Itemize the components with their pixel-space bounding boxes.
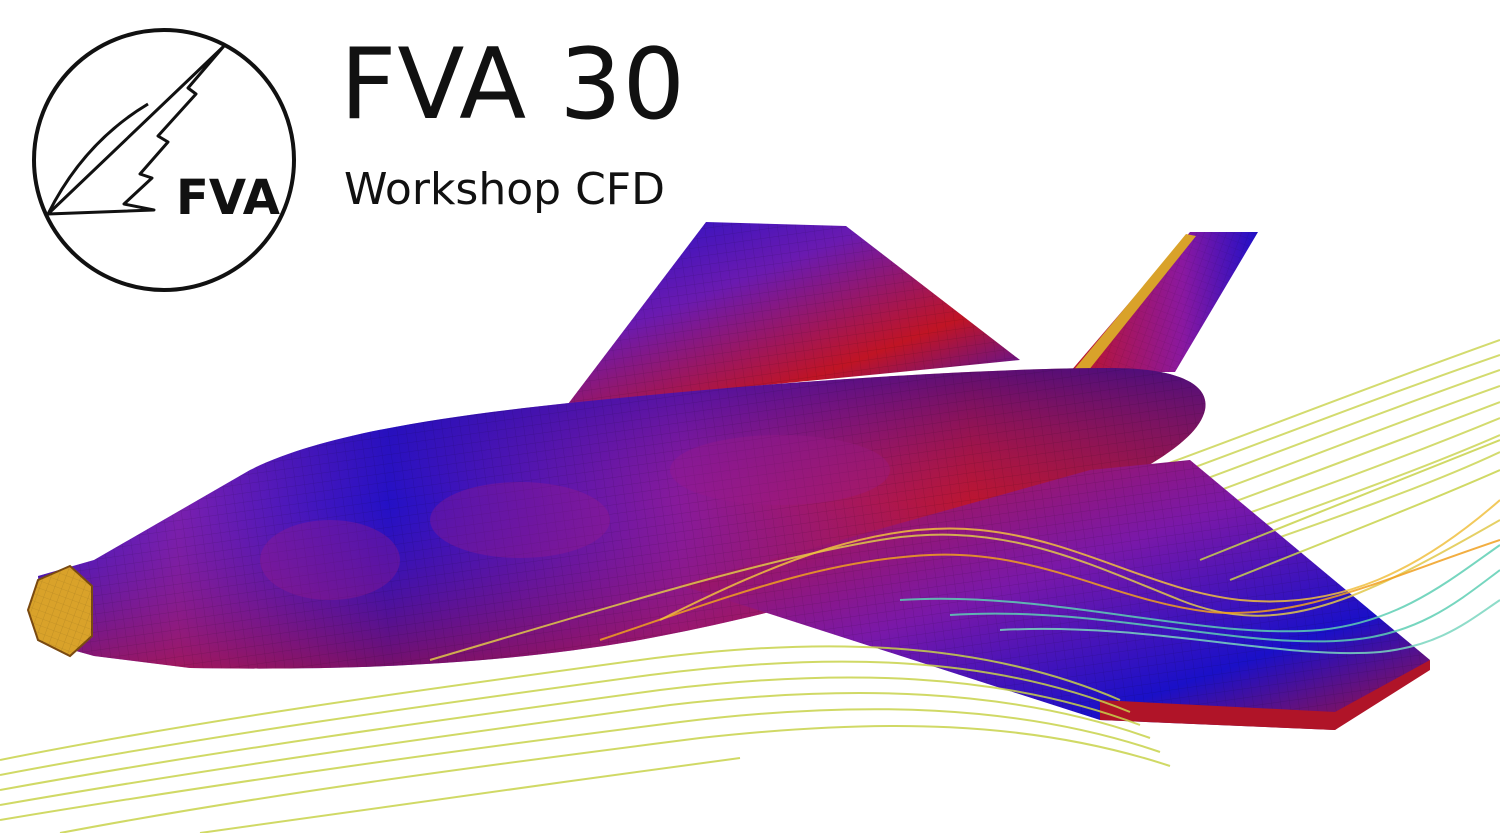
fva-logo: FVA [32,28,296,292]
streamlines-near [0,439,1500,833]
wing-icon [46,44,226,216]
page-title: FVA 30 [340,28,687,142]
page-subtitle: Workshop CFD [344,164,665,215]
wing-trailing-edge [1100,660,1430,730]
fin-edge [1072,234,1196,376]
logo-text: FVA [176,170,280,226]
surface-blotches [260,435,890,600]
